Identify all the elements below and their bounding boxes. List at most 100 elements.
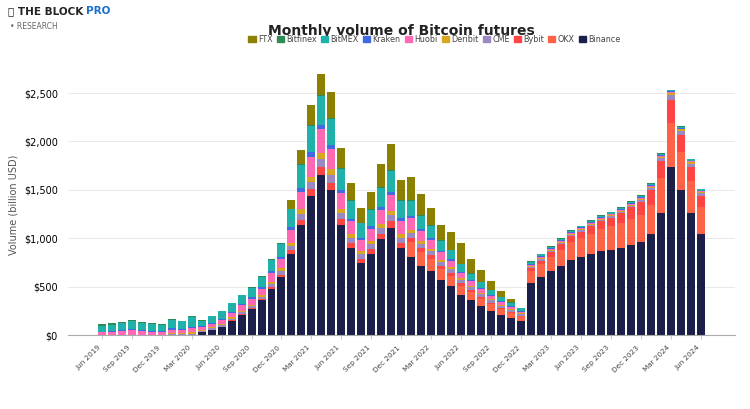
Bar (377, 210, 386, 224)
Bar (168, 328, 176, 330)
Bar (387, 195, 395, 211)
Bar (208, 327, 215, 328)
Bar (257, 289, 265, 295)
Bar (188, 333, 196, 334)
Bar (517, 316, 525, 317)
Bar (497, 301, 505, 302)
Bar (527, 261, 535, 262)
Bar (616, 211, 625, 212)
Text: • RESEARCH: • RESEARCH (10, 22, 58, 31)
Bar (427, 226, 435, 238)
Bar (98, 333, 106, 335)
Bar (597, 221, 604, 229)
Bar (577, 227, 585, 228)
Bar (577, 257, 585, 335)
Bar (178, 333, 186, 334)
Bar (497, 309, 505, 315)
Bar (547, 248, 555, 249)
Bar (398, 248, 405, 335)
Bar (138, 323, 146, 330)
Bar (257, 276, 265, 287)
Bar (227, 313, 236, 317)
Bar (128, 320, 136, 321)
Bar (347, 243, 355, 248)
Bar (507, 313, 515, 318)
Bar (377, 234, 386, 239)
Bar (198, 320, 206, 321)
Bar (387, 215, 395, 221)
Bar (308, 182, 316, 189)
Bar (208, 316, 215, 317)
Bar (298, 192, 305, 209)
Bar (227, 319, 236, 320)
Bar (467, 274, 475, 280)
Bar (527, 272, 535, 283)
Bar (517, 321, 525, 335)
Bar (616, 212, 625, 213)
Bar (338, 190, 345, 193)
Bar (487, 300, 495, 303)
Bar (357, 251, 365, 254)
Bar (138, 331, 146, 335)
Bar (587, 254, 595, 335)
Bar (676, 130, 685, 131)
Bar (178, 334, 186, 335)
Bar (547, 247, 555, 248)
Bar (108, 325, 116, 331)
Bar (597, 229, 604, 251)
Bar (328, 190, 335, 335)
Bar (208, 324, 215, 327)
Bar (577, 228, 585, 229)
Bar (567, 260, 575, 335)
Bar (437, 251, 446, 252)
Bar (447, 267, 455, 270)
Bar (537, 277, 545, 335)
Bar (487, 294, 495, 296)
Bar (198, 330, 206, 331)
Bar (627, 219, 634, 245)
Bar (646, 184, 655, 185)
Bar (517, 317, 525, 321)
Bar (347, 201, 355, 219)
Bar (298, 225, 305, 335)
Bar (407, 177, 416, 200)
Text: PRO: PRO (86, 6, 111, 16)
Bar (347, 200, 355, 201)
Bar (387, 144, 395, 171)
Bar (458, 264, 465, 272)
Bar (458, 286, 465, 294)
Bar (217, 327, 226, 335)
Bar (338, 169, 345, 190)
Title: Monthly volume of Bitcoin futures: Monthly volume of Bitcoin futures (268, 24, 535, 38)
Bar (547, 250, 555, 251)
Bar (427, 240, 435, 249)
Bar (657, 153, 664, 154)
Bar (667, 93, 675, 95)
Bar (248, 306, 256, 308)
Bar (467, 301, 475, 335)
Bar (317, 96, 326, 125)
Bar (98, 332, 106, 333)
Bar (477, 282, 485, 283)
Bar (368, 226, 375, 229)
Bar (616, 223, 625, 248)
Bar (278, 277, 286, 335)
Bar (507, 302, 515, 303)
Bar (627, 206, 634, 207)
Bar (158, 331, 166, 332)
Bar (477, 294, 485, 297)
Bar (417, 252, 425, 265)
Bar (278, 274, 286, 277)
Bar (477, 299, 485, 306)
Bar (298, 214, 305, 220)
Bar (467, 287, 475, 290)
Bar (298, 164, 305, 165)
Bar (317, 72, 326, 95)
Bar (597, 217, 604, 218)
Bar (268, 259, 275, 260)
Bar (368, 241, 375, 244)
Bar (607, 213, 615, 214)
Bar (567, 236, 575, 242)
Bar (577, 231, 585, 238)
Bar (417, 241, 425, 244)
